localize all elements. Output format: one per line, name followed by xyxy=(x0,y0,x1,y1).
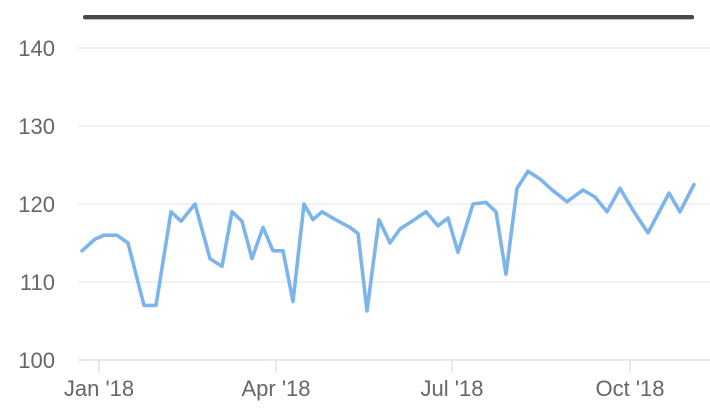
y-axis-label: 120 xyxy=(18,192,55,217)
range-scrollbar[interactable] xyxy=(83,15,694,20)
y-axis-label: 100 xyxy=(18,348,55,373)
series-line[interactable] xyxy=(80,169,696,313)
y-axis-label: 130 xyxy=(18,114,55,139)
y-axis-label: 110 xyxy=(20,270,55,295)
x-axis-label: Jul '18 xyxy=(421,376,484,401)
x-axis-label: Jan '18 xyxy=(64,376,134,401)
x-axis-label: Apr '18 xyxy=(241,376,310,401)
x-axis-label: Oct '18 xyxy=(595,376,664,401)
y-axis-label: 140 xyxy=(18,36,55,61)
